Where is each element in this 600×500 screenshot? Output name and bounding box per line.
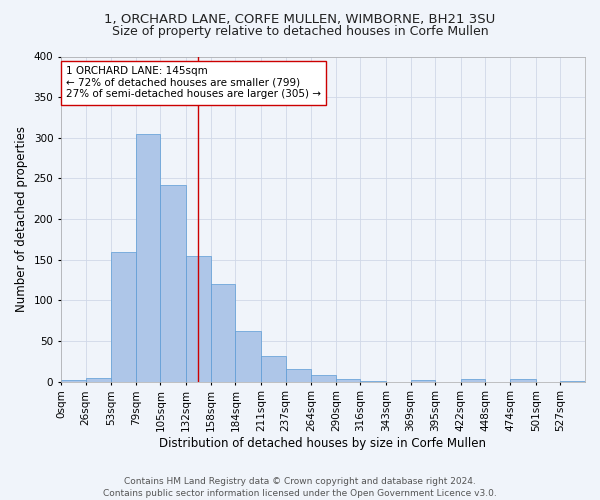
Bar — [410, 380, 435, 382]
Bar — [261, 356, 286, 382]
Bar — [510, 379, 536, 382]
X-axis label: Distribution of detached houses by size in Corfe Mullen: Distribution of detached houses by size … — [160, 437, 487, 450]
Bar — [86, 378, 111, 382]
Bar — [311, 375, 336, 382]
Text: 1 ORCHARD LANE: 145sqm
← 72% of detached houses are smaller (799)
27% of semi-de: 1 ORCHARD LANE: 145sqm ← 72% of detached… — [66, 66, 321, 100]
Bar — [186, 256, 211, 382]
Text: Size of property relative to detached houses in Corfe Mullen: Size of property relative to detached ho… — [112, 25, 488, 38]
Bar — [61, 380, 86, 382]
Bar — [560, 381, 585, 382]
Bar — [111, 252, 136, 382]
Text: 1, ORCHARD LANE, CORFE MULLEN, WIMBORNE, BH21 3SU: 1, ORCHARD LANE, CORFE MULLEN, WIMBORNE,… — [104, 12, 496, 26]
Text: Contains HM Land Registry data © Crown copyright and database right 2024.
Contai: Contains HM Land Registry data © Crown c… — [103, 476, 497, 498]
Bar — [136, 134, 160, 382]
Bar — [361, 381, 386, 382]
Y-axis label: Number of detached properties: Number of detached properties — [15, 126, 28, 312]
Bar — [336, 379, 361, 382]
Bar — [286, 370, 311, 382]
Bar — [461, 379, 485, 382]
Bar — [235, 332, 261, 382]
Bar — [211, 284, 235, 382]
Bar — [160, 185, 186, 382]
